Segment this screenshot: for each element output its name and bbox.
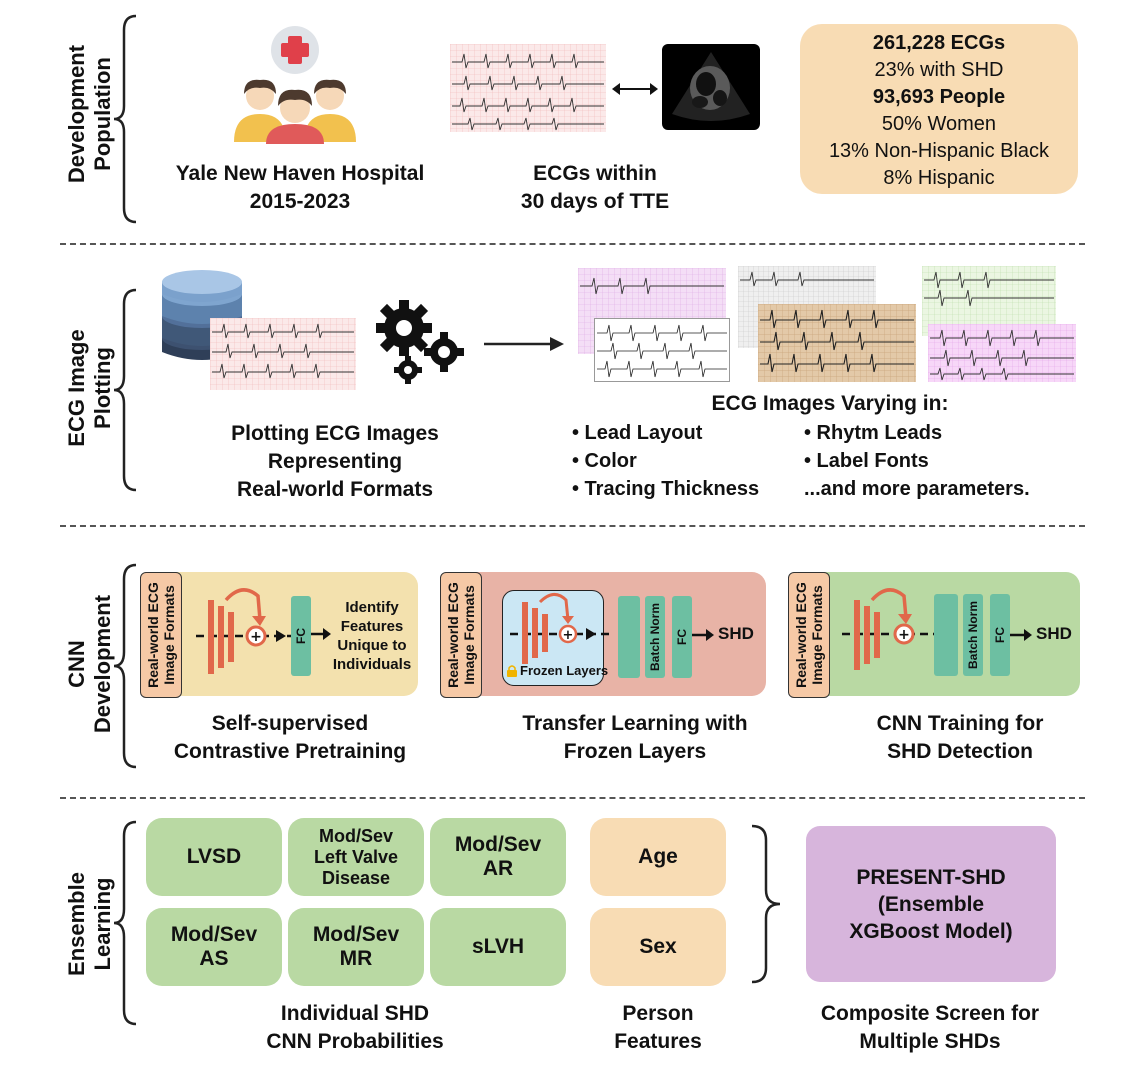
caption-models: Individual SHD CNN Probabilities [266, 1002, 444, 1053]
ecg-thumbnail-plot-source [210, 318, 356, 390]
section-label-cnn: CNN Development [64, 594, 115, 734]
input-tab-1: Real-world ECG Image Formats [140, 572, 182, 698]
divider-2 [60, 525, 1085, 527]
arrow-to-shd-2 [692, 629, 714, 641]
ecg-thumbnail-pink [450, 44, 606, 132]
divider-1 [60, 243, 1085, 245]
caption-transfer: Transfer Learning with Frozen Layers [522, 712, 748, 763]
caption-training: CNN Training for SHD Detection [876, 712, 1044, 763]
fc-layer-3: FC [990, 594, 1010, 676]
batch-norm-layer-3: Batch Norm [963, 594, 983, 676]
ecg-caption: ECGs within 30 days of TTE [520, 162, 670, 213]
caption-pretraining: Self-supervised Contrastive Pretraining [173, 712, 407, 763]
input-tab-2: Real-world ECG Image Formats [440, 572, 482, 698]
input-tab-3: Real-world ECG Image Formats [788, 572, 830, 698]
ecg-thumbnail-white [594, 318, 730, 382]
gears-icon [376, 300, 464, 384]
section-label-development: Development Population [64, 44, 115, 184]
hospital-caption: Yale New Haven Hospital 2015-2023 [175, 162, 425, 213]
stat-black: 13% Non-Hispanic Black [828, 140, 1050, 162]
svg-text:+: + [563, 628, 574, 643]
lock-icon [507, 665, 517, 677]
ecg-thumbnail-magenta [928, 324, 1076, 382]
arrow-to-identify [311, 628, 331, 640]
svg-text:+: + [898, 627, 910, 643]
identify-features-text: Identify Features Unique to Individuals [332, 599, 412, 673]
stat-shd: 23% with SHD [874, 59, 1004, 81]
fc-layer-2: FC [672, 596, 692, 678]
arrow-to-shd-3 [1010, 629, 1032, 641]
model-box-mr: Mod/Sev MR [288, 908, 424, 986]
caption-result: Composite Screen for Multiple SHDs [820, 1002, 1040, 1053]
echo-image [662, 44, 760, 130]
cnn-layers-icon-3: + [842, 588, 944, 670]
hospital-people-icon [234, 26, 356, 144]
feature-box-age: Age [590, 818, 726, 896]
frozen-layers-label: Frozen Layers [520, 663, 609, 678]
batch-norm-layer-2a [618, 596, 640, 678]
varying-title: ECG Images Varying in: [711, 392, 949, 415]
model-box-left-valve: Mod/Sev Left Valve Disease [288, 818, 424, 896]
batch-norm-layer-3a [934, 594, 958, 676]
model-box-slvh: sLVH [430, 908, 566, 986]
cnn-layers-icon-1: + [196, 588, 292, 674]
shd-output-2: SHD [718, 624, 754, 643]
svg-text:+: + [250, 629, 262, 645]
section-brace-development [113, 14, 137, 224]
plotting-arrow-icon [484, 337, 564, 351]
stat-ecgs: 261,228 ECGs [872, 32, 1006, 54]
varying-list-col1: • Lead Layout • Color • Tracing Thicknes… [572, 422, 760, 500]
fc-layer-1: FC [291, 596, 311, 676]
shd-output-3: SHD [1036, 624, 1072, 643]
varying-list-col2: • Rhytm Leads • Label Fonts ...and more … [804, 422, 1030, 500]
caption-features: Person Features [614, 1002, 702, 1053]
cnn-layers-icon-2: + [510, 593, 612, 664]
section-brace-ensemble [113, 820, 137, 1026]
result-box-present-shd: PRESENT-SHD (Ensemble XGBoost Model) [806, 826, 1056, 982]
double-arrow-icon [612, 83, 658, 95]
model-box-lvsd: LVSD [146, 818, 282, 896]
divider-3 [60, 797, 1085, 799]
stat-people: 93,693 People [872, 86, 1006, 108]
ecg-thumbnail-brown [758, 304, 916, 382]
stat-women: 50% Women [881, 113, 997, 135]
section-label-plotting: ECG Image Plotting [64, 329, 115, 447]
population-stats-box: 261,228 ECGs 23% with SHD 93,693 People … [800, 24, 1078, 194]
stat-hispanic: 8% Hispanic [883, 167, 995, 189]
ensemble-brace-right [751, 824, 781, 984]
section-brace-plotting [113, 288, 137, 492]
plotting-caption: Plotting ECG Images Representing Real-wo… [231, 422, 439, 501]
section-label-ensemble: Ensemble Learning [64, 872, 115, 976]
model-box-ar: Mod/Sev AR [430, 818, 566, 896]
section-brace-cnn [113, 563, 137, 769]
feature-box-sex: Sex [590, 908, 726, 986]
model-box-as: Mod/Sev AS [146, 908, 282, 986]
batch-norm-layer-2: Batch Norm [645, 596, 665, 678]
